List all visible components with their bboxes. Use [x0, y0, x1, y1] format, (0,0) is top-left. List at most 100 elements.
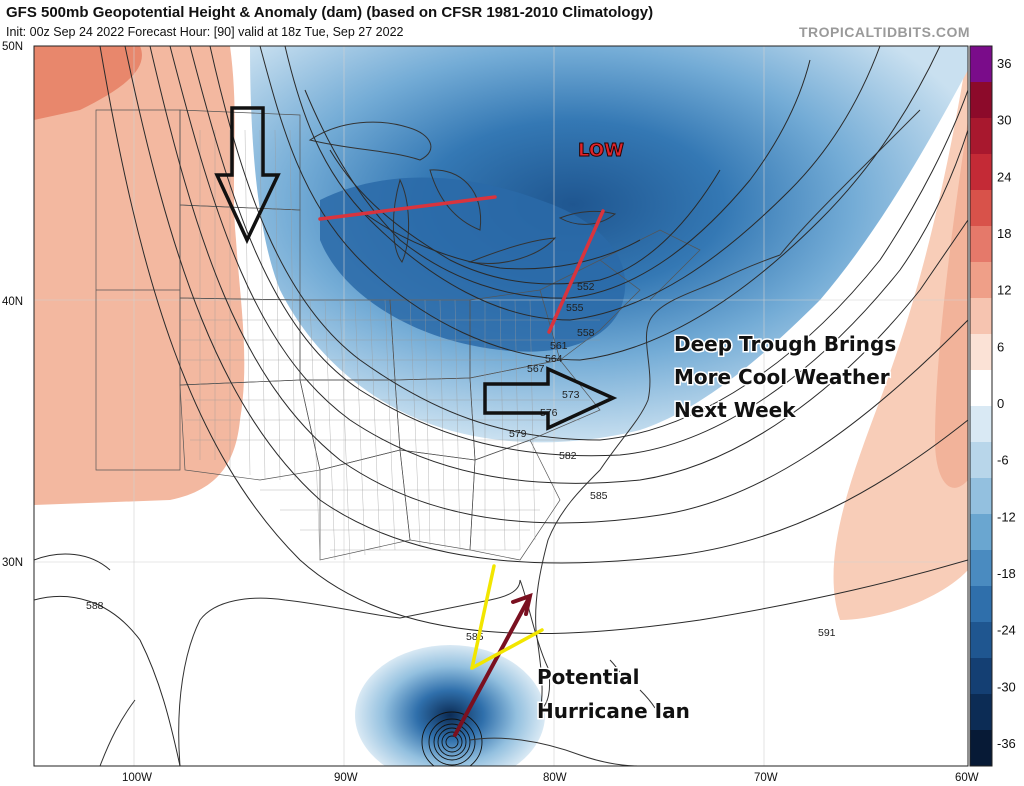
colorbar-tick-label: 12	[997, 283, 1011, 298]
trough-axis-east	[547, 209, 605, 334]
colorbar-swatch	[970, 82, 992, 119]
cold-anomaly-core	[320, 177, 626, 352]
hurricane-track-arrows	[453, 564, 544, 737]
lake-superior	[308, 121, 432, 161]
lake-erie	[468, 237, 557, 264]
contour-label-579: 579	[509, 428, 527, 440]
coastlines	[99, 109, 921, 766]
low-label: LOW	[578, 140, 624, 161]
contour-label-552: 552	[577, 281, 595, 293]
colorbar-tick-label: 6	[997, 339, 1004, 354]
track-arrow-yellow-left	[470, 564, 496, 670]
trough-annotation-line1: Deep Trough Brings	[674, 332, 896, 356]
colorbar-swatch	[970, 190, 992, 227]
hurricane-anomaly	[355, 645, 545, 766]
warm-anomaly-atlantic	[833, 50, 968, 620]
lon-label-90w: 90W	[334, 772, 358, 784]
contour-label-561: 561	[550, 340, 568, 352]
colorbar-swatch	[970, 262, 992, 299]
hurricane-contours	[421, 711, 483, 766]
colorbar-tick-label: -24	[997, 623, 1016, 638]
watermark: TROPICALTIDBITS.COM	[798, 24, 970, 40]
colorbar-swatch	[970, 442, 992, 479]
chart-subtitle: Init: 00z Sep 24 2022 Forecast Hour: [90…	[6, 25, 404, 39]
hurricane-annotation-line2: Hurricane Ian	[537, 699, 690, 723]
latitude-labels: 50N 40N 30N	[2, 41, 23, 569]
graticule	[34, 46, 968, 766]
colorbar-swatch	[970, 550, 992, 587]
colorbar-tick-label: 30	[997, 113, 1011, 128]
track-arrow-red	[453, 598, 530, 737]
colorbar-tick-label: -12	[997, 509, 1016, 524]
contour-label-558: 558	[577, 327, 595, 339]
us-coastline	[178, 254, 781, 766]
colorbar-swatch	[970, 658, 992, 695]
contour-label-591: 591	[818, 627, 836, 639]
chart-title: GFS 500mb Geopotential Height & Anomaly …	[6, 4, 654, 21]
colorbar-swatch	[970, 694, 992, 731]
colorbar-swatch	[970, 514, 992, 551]
colorbar-swatch	[970, 46, 992, 83]
colorbar	[969, 45, 993, 767]
contour-label-582: 582	[559, 450, 577, 462]
colorbar-tick-label: 24	[997, 169, 1011, 184]
track-arrow-yellow-right	[470, 628, 544, 670]
colorbar-swatch	[970, 334, 992, 371]
contour-label-573: 573	[562, 389, 580, 401]
colorbar-swatch	[970, 406, 992, 443]
trough-annotation-line2: More Cool Weather	[674, 365, 890, 389]
map-area: 552 555 558 561 564 567 573 576 579 582 …	[34, 46, 968, 766]
colorbar-swatch	[970, 586, 992, 623]
map-frame	[33, 45, 969, 767]
colorbar-swatch	[970, 478, 992, 515]
cuba-coast	[469, 737, 641, 766]
colorbar-tick-label: 36	[997, 56, 1011, 71]
trough-axes	[318, 195, 605, 334]
track-arrow-red-head	[511, 592, 533, 616]
colorbar-tick-label: -30	[997, 679, 1016, 694]
warm-anomaly-atlantic-core	[935, 120, 968, 488]
trough-annotation-line3: Next Week	[674, 398, 796, 422]
hurricane-annotation-line1: Potential	[537, 665, 640, 689]
colorbar-tick-label: 18	[997, 226, 1011, 241]
colorbar-labels: 36 30 24 18 12 6 0 -6 -12 -18 -24 -30 -36	[997, 56, 1016, 751]
colorbar-tick-label: 0	[997, 396, 1004, 411]
contour-label-588: 588	[86, 600, 104, 612]
down-arrow-icon	[214, 106, 281, 245]
colorbar-tick-label: -36	[997, 736, 1016, 751]
colorbar-swatch	[970, 154, 992, 191]
lat-label-30n: 30N	[2, 557, 23, 569]
contour-label-555: 555	[566, 302, 584, 314]
lake-ontario	[558, 210, 617, 225]
lon-label-70w: 70W	[754, 772, 778, 784]
longitude-labels: 100W 90W 80W 70W 60W	[122, 772, 979, 784]
colorbar-swatch	[970, 118, 992, 155]
northeast-coast	[779, 109, 921, 256]
trough-annotation: Deep Trough Brings More Cool Weather Nex…	[673, 331, 898, 424]
bahamas	[609, 659, 656, 709]
contour-label-567: 567	[527, 363, 545, 375]
lat-label-50n: 50N	[2, 41, 23, 53]
colorbar-swatch	[970, 370, 992, 407]
colorbar-swatch	[970, 298, 992, 335]
warm-anomaly-west-strong	[34, 46, 142, 120]
trough-axis-west	[318, 195, 497, 221]
yucatan-coast	[99, 699, 136, 766]
lake-huron	[429, 169, 482, 231]
colorbar-tick-label: -6	[997, 453, 1009, 468]
lon-label-100w: 100W	[122, 772, 152, 784]
lon-label-80w: 80W	[543, 772, 567, 784]
lat-label-40n: 40N	[2, 296, 23, 308]
height-contours	[34, 46, 968, 766]
colorbar-swatch	[970, 730, 992, 767]
contour-label-564: 564	[545, 353, 563, 365]
county-borders	[180, 129, 600, 561]
colorbar-swatch	[970, 226, 992, 263]
colorbar-tick-label: -18	[997, 566, 1016, 581]
hurricane-annotation: Potential Hurricane Ian	[536, 664, 692, 725]
colorbar-frame	[969, 45, 993, 767]
warm-anomaly-west	[34, 46, 245, 505]
right-arrow-icon	[483, 366, 618, 431]
lon-label-60w: 60W	[955, 772, 979, 784]
